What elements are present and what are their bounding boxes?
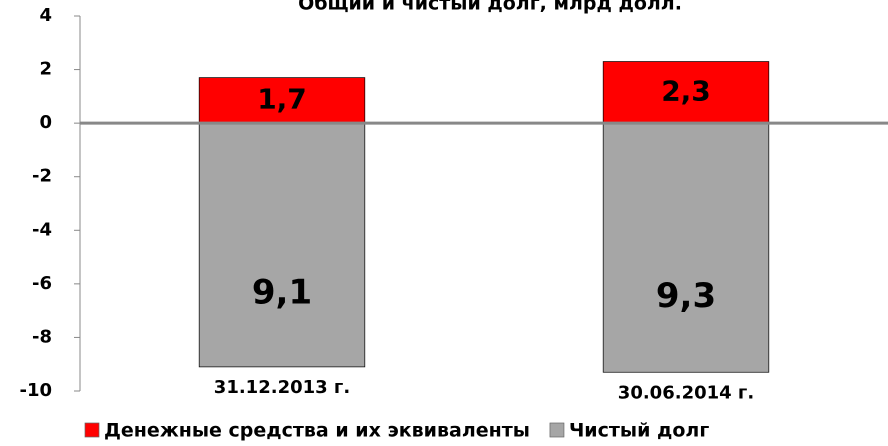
chart-title: Общий и чистый долг, млрд долл. [298, 0, 682, 15]
legend-label: Денежные средства и их эквиваленты [104, 420, 530, 442]
x-tick-label: 30.06.2014 г. [618, 382, 754, 403]
data-label: 2,3 [661, 74, 711, 107]
y-tick-label: -8 [32, 326, 52, 347]
bar [602, 122, 770, 373]
y-tick-label: -2 [32, 166, 52, 187]
y-tick-label: -4 [32, 219, 52, 240]
y-tick-label: 0 [39, 112, 52, 133]
y-tick-label: 4 [39, 5, 52, 26]
legend-label: Чистый долг [569, 420, 709, 442]
data-label: 9,3 [656, 276, 716, 316]
data-label: 9,1 [252, 272, 312, 312]
y-tick-label: -6 [32, 273, 52, 294]
legend-swatch [84, 422, 100, 438]
legend-swatch [549, 422, 565, 438]
y-tick-label: 2 [39, 59, 52, 80]
data-label: 1,7 [257, 82, 307, 115]
bar [198, 77, 366, 124]
bar [198, 122, 366, 368]
y-tick-label: -10 [19, 380, 52, 401]
x-tick-label: 31.12.2013 г. [214, 377, 350, 398]
